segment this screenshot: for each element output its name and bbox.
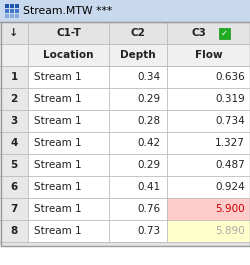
- Text: 4: 4: [10, 138, 18, 148]
- Bar: [6, 5, 9, 8]
- Text: 0.29: 0.29: [137, 94, 160, 104]
- Bar: [0, 88, 250, 110]
- Bar: [0, 0, 250, 22]
- Text: 6: 6: [10, 182, 18, 192]
- Bar: [0, 66, 250, 88]
- Bar: [166, 220, 250, 242]
- Bar: [0, 176, 250, 198]
- Text: Stream 1: Stream 1: [34, 72, 81, 82]
- Bar: [0, 132, 28, 154]
- Bar: [0, 132, 250, 154]
- Bar: [15, 9, 18, 13]
- Text: 0.29: 0.29: [137, 160, 160, 170]
- Text: 8: 8: [10, 226, 18, 236]
- Bar: [166, 198, 250, 220]
- Bar: [0, 176, 28, 198]
- Bar: [0, 198, 28, 220]
- Text: Location: Location: [43, 50, 94, 60]
- Text: 5: 5: [10, 160, 18, 170]
- Text: 1.327: 1.327: [214, 138, 244, 148]
- Bar: [10, 14, 14, 17]
- Bar: [15, 5, 18, 8]
- Text: Stream 1: Stream 1: [34, 116, 81, 126]
- Text: 0.34: 0.34: [137, 72, 160, 82]
- Bar: [0, 154, 28, 176]
- Text: Flow: Flow: [194, 50, 222, 60]
- Text: 5.900: 5.900: [214, 204, 244, 214]
- Text: Stream 1: Stream 1: [34, 182, 81, 192]
- Bar: [0, 66, 28, 88]
- Bar: [0, 110, 250, 132]
- Text: 7: 7: [10, 204, 18, 214]
- Text: Stream.MTW ***: Stream.MTW ***: [23, 6, 112, 16]
- Text: 2: 2: [10, 94, 18, 104]
- Text: C2: C2: [130, 28, 145, 38]
- Bar: [0, 220, 28, 242]
- Text: 0.76: 0.76: [137, 204, 160, 214]
- Bar: [0, 242, 250, 246]
- Text: 0.41: 0.41: [137, 182, 160, 192]
- Bar: [0, 22, 250, 246]
- Bar: [0, 22, 250, 44]
- Text: 0.73: 0.73: [137, 226, 160, 236]
- Text: 0.487: 0.487: [214, 160, 244, 170]
- Text: 0.734: 0.734: [214, 116, 244, 126]
- Bar: [0, 88, 28, 110]
- Text: Stream 1: Stream 1: [34, 138, 81, 148]
- Text: ↓: ↓: [9, 28, 18, 38]
- Bar: [10, 9, 14, 13]
- Text: Stream 1: Stream 1: [34, 204, 81, 214]
- Bar: [0, 110, 28, 132]
- Bar: [6, 14, 9, 17]
- Text: C1-T: C1-T: [56, 28, 80, 38]
- Bar: [0, 44, 250, 66]
- Text: Stream 1: Stream 1: [34, 94, 81, 104]
- Bar: [10, 5, 14, 8]
- Text: 5.890: 5.890: [214, 226, 244, 236]
- Bar: [218, 28, 229, 38]
- Text: 3: 3: [10, 116, 18, 126]
- Bar: [0, 198, 250, 220]
- Text: 0.924: 0.924: [214, 182, 244, 192]
- Text: C3: C3: [191, 28, 206, 38]
- Bar: [15, 14, 18, 17]
- Text: Stream 1: Stream 1: [34, 226, 81, 236]
- Text: 0.636: 0.636: [214, 72, 244, 82]
- Text: 0.28: 0.28: [137, 116, 160, 126]
- Text: 0.42: 0.42: [137, 138, 160, 148]
- Text: ✓: ✓: [220, 29, 227, 38]
- Bar: [0, 154, 250, 176]
- Text: 0.319: 0.319: [214, 94, 244, 104]
- Text: Stream 1: Stream 1: [34, 160, 81, 170]
- Text: Depth: Depth: [120, 50, 155, 60]
- Text: 1: 1: [10, 72, 18, 82]
- Bar: [6, 9, 9, 13]
- Bar: [0, 220, 250, 242]
